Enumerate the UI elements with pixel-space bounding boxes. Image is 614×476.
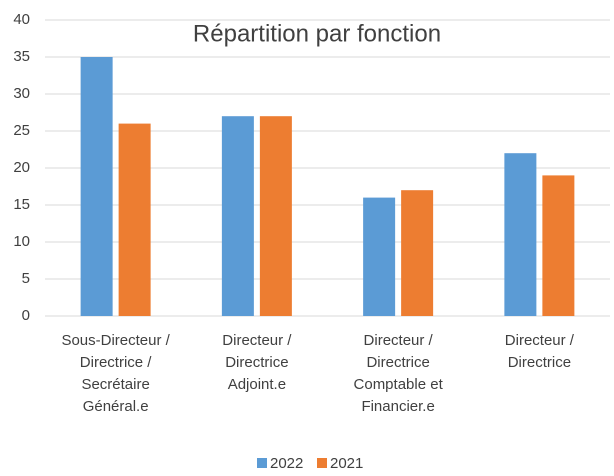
y-tick-label: 20: [13, 159, 30, 176]
bar: [363, 197, 396, 316]
x-tick-label: Directeur / Directrice Adjoint.e: [222, 332, 292, 393]
legend-swatch: [317, 458, 327, 468]
y-tick-label: 15: [13, 196, 30, 213]
y-tick-label: 40: [13, 11, 30, 28]
chart-title: Répartition par fonction: [193, 20, 441, 47]
legend-swatch: [257, 458, 267, 468]
x-tick-label: Directeur / Directrice Comptable et Fina…: [353, 332, 443, 415]
bar: [401, 190, 434, 316]
y-tick-label: 25: [13, 122, 30, 139]
y-tick-label: 35: [13, 48, 30, 65]
y-tick-label: 10: [13, 233, 30, 250]
legend-label: 2022: [270, 455, 303, 472]
y-tick-label: 0: [22, 307, 30, 324]
y-tick-label: 30: [13, 85, 30, 102]
bar: [221, 116, 254, 316]
bar: [542, 175, 575, 316]
x-tick-label: Sous-Directeur / Directrice / Secrétaire…: [61, 332, 170, 415]
x-tick-label: Directeur / Directrice: [504, 332, 574, 371]
bar: [80, 57, 113, 316]
legend-label: 2021: [330, 455, 363, 472]
y-tick-label: 5: [22, 270, 30, 287]
bar: [118, 123, 151, 316]
bar: [504, 153, 537, 316]
bar: [259, 116, 292, 316]
